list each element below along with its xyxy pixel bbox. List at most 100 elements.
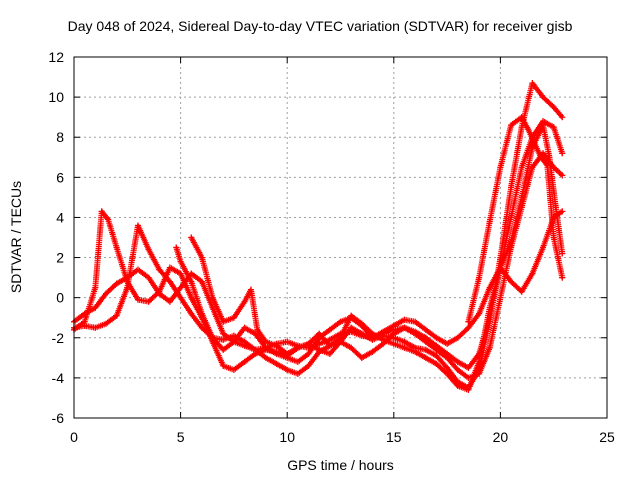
y-tick-label: -6	[52, 410, 65, 426]
data-point	[241, 324, 248, 331]
data-point	[550, 234, 557, 241]
series-trace-4	[173, 122, 566, 365]
data-point	[508, 238, 515, 245]
data-point	[254, 326, 261, 333]
data-point	[401, 338, 408, 345]
data-point	[337, 334, 344, 341]
data-point	[188, 234, 195, 241]
data-point	[188, 278, 195, 285]
y-tick-label: 2	[56, 250, 64, 266]
data-point	[540, 94, 547, 101]
data-point	[497, 264, 504, 271]
data-point	[433, 352, 440, 359]
data-point	[559, 114, 566, 121]
data-point	[486, 284, 493, 291]
grid-layer	[74, 57, 607, 418]
data-point	[518, 194, 525, 201]
data-point	[241, 358, 248, 365]
x-tick-label: 0	[70, 429, 78, 445]
data-point	[380, 336, 387, 343]
data-point	[252, 330, 259, 337]
data-point	[508, 122, 515, 129]
x-axis-label: GPS time / hours	[287, 457, 394, 473]
data-point	[486, 218, 493, 225]
data-point	[177, 258, 184, 265]
data-point	[188, 310, 195, 317]
data-point	[508, 214, 515, 221]
tick-layer: 0 5 10 15 20 25 -6 -4 -2 0 2 4 6 8 10 12	[48, 49, 615, 445]
data-point	[433, 334, 440, 341]
data-point	[401, 344, 408, 351]
data-point	[444, 364, 451, 371]
data-point	[422, 338, 429, 345]
data-point	[540, 244, 547, 251]
data-point	[230, 366, 237, 373]
data-point	[198, 278, 205, 285]
data-point	[230, 314, 237, 321]
data-point	[262, 354, 269, 361]
data-point	[559, 250, 566, 257]
y-tick-label: 6	[56, 169, 64, 185]
data-point	[326, 326, 333, 333]
data-point	[476, 358, 483, 365]
data-point	[508, 278, 515, 285]
data-point	[518, 288, 525, 295]
data-point	[390, 322, 397, 329]
data-point	[241, 338, 248, 345]
data-point	[369, 330, 376, 337]
data-point	[305, 340, 312, 347]
data-point	[444, 370, 451, 377]
data-point	[518, 124, 525, 131]
data-point	[134, 296, 141, 303]
data-point	[465, 364, 472, 371]
data-point	[145, 246, 152, 253]
data-point	[173, 244, 180, 251]
data-point	[124, 284, 131, 291]
data-point	[465, 318, 472, 325]
y-tick-label: 4	[56, 209, 64, 225]
data-point	[284, 366, 291, 373]
data-point	[433, 360, 440, 367]
data-point	[465, 324, 472, 331]
data-point	[518, 114, 525, 121]
data-point	[252, 346, 259, 353]
data-point	[145, 274, 152, 281]
data-point	[390, 340, 397, 347]
data-point	[559, 172, 566, 179]
data-point	[326, 336, 333, 343]
data-point	[92, 304, 99, 311]
data-point	[525, 126, 532, 133]
data-point	[390, 330, 397, 337]
data-point	[220, 346, 227, 353]
data-point	[401, 316, 408, 323]
data-point	[316, 348, 323, 355]
data-point	[422, 326, 429, 333]
data-point	[518, 164, 525, 171]
y-tick-label: 10	[48, 89, 64, 105]
data-point	[348, 312, 355, 319]
data-point	[497, 164, 504, 171]
data-point	[273, 342, 280, 349]
data-point	[444, 340, 451, 347]
data-point	[559, 208, 566, 215]
y-tick-label: 0	[56, 290, 64, 306]
data-point	[559, 150, 566, 157]
data-point	[294, 370, 301, 377]
data-point	[156, 266, 163, 273]
data-point	[81, 322, 88, 329]
data-point	[105, 216, 112, 223]
data-point	[294, 358, 301, 365]
data-point	[476, 274, 483, 281]
data-point	[422, 346, 429, 353]
data-point	[284, 338, 291, 345]
data-point	[550, 124, 557, 131]
data-point	[220, 336, 227, 343]
data-point	[145, 298, 152, 305]
data-point	[326, 350, 333, 357]
data-point	[177, 294, 184, 301]
data-point	[454, 366, 461, 373]
data-point	[273, 350, 280, 357]
data-point	[358, 330, 365, 337]
data-point	[537, 154, 544, 161]
data-point	[559, 274, 566, 281]
